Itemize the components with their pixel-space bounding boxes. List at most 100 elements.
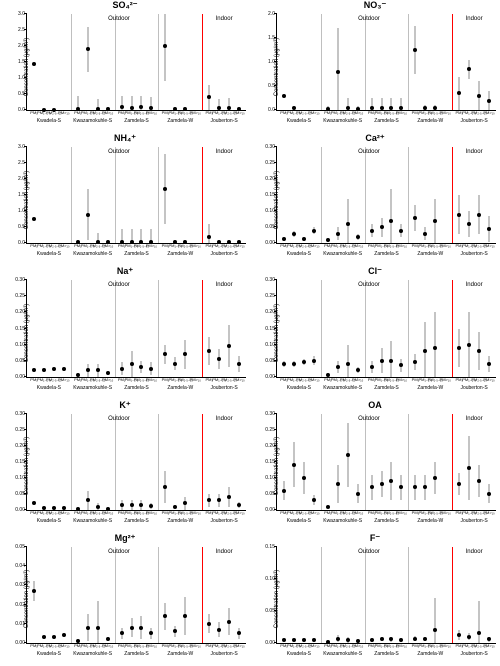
data-point [282, 94, 286, 98]
panel-nh4: NH₄⁺Concentration (µg/m³)0.00.51.01.52.0… [0, 133, 250, 266]
site-separator [158, 547, 159, 643]
error-bar [435, 598, 436, 643]
indoor-label: Indoor [466, 282, 483, 288]
data-point [183, 501, 187, 505]
outdoor-label: Outdoor [358, 16, 380, 22]
x-tick-label: PM>₁₀ [352, 244, 363, 248]
data-point [237, 631, 241, 635]
data-point [302, 237, 306, 241]
outdoor-label: Outdoor [108, 416, 130, 422]
y-tick: 0.00 [15, 507, 27, 513]
site-label: Zamdela-W [417, 251, 443, 257]
data-point [52, 367, 56, 371]
data-point [336, 70, 340, 74]
data-point [130, 106, 134, 110]
x-tick-label: PM>₁₀ [102, 644, 113, 648]
site-separator [71, 147, 72, 243]
panel-cl: Cl⁻Concentration (µg/m³)0.000.050.100.15… [250, 266, 500, 399]
site-separator [408, 547, 409, 643]
data-point [106, 637, 110, 641]
plot-area: 0.00.51.01.52.02.53.0OutdoorIndoorPM₁PM₁… [26, 14, 246, 111]
site-label: Zamdela-W [167, 118, 193, 124]
y-tick: 0.00 [265, 507, 277, 513]
data-point [163, 44, 167, 48]
data-point [227, 106, 231, 110]
x-tick-label: PM>₁₀ [233, 644, 244, 648]
panel-no3: NO₃⁻Concentration (µg/m³)0.00.51.01.52.0… [250, 0, 500, 133]
data-point [149, 631, 153, 635]
y-tick: 0.20 [265, 176, 277, 182]
site-label: Kwadela-S [37, 518, 61, 524]
data-point [282, 362, 286, 366]
data-point [336, 482, 340, 486]
site-label: Zamdela-S [124, 518, 148, 524]
data-point [346, 362, 350, 366]
site-label: Kwazamokuhle-S [323, 118, 362, 124]
data-point [346, 222, 350, 226]
data-point [120, 503, 124, 507]
data-point [207, 498, 211, 502]
y-tick: 0.5 [268, 83, 277, 89]
y-tick: 1.0 [18, 208, 27, 214]
y-tick: 0.05 [265, 491, 277, 497]
data-point [467, 222, 471, 226]
panel-f: F⁻Concentration (µg/m³)0.000.050.100.15O… [250, 533, 500, 666]
site-label: Jouberton-S [210, 118, 237, 124]
data-point [399, 638, 403, 642]
data-point [413, 216, 417, 220]
y-tick: 2.5 [18, 27, 27, 33]
y-tick: 0.02 [15, 602, 27, 608]
error-bar [347, 199, 348, 244]
x-tick-label: PM>₁₀ [396, 244, 407, 248]
x-tick-label: PM>₁₀ [58, 511, 69, 515]
site-label: Zamdela-W [417, 385, 443, 391]
panel-title: SO₄²⁻ [0, 0, 250, 11]
site-label: Jouberton-S [210, 251, 237, 257]
error-bar [347, 345, 348, 377]
y-tick: 0.5 [18, 224, 27, 230]
x-tick-label: PM>₁₀ [308, 644, 319, 648]
site-separator [365, 414, 366, 510]
x-tick-label: PM>₁₀ [483, 378, 494, 382]
plot-area: 0.000.010.020.030.040.05OutdoorIndoorPM₁… [26, 547, 246, 644]
y-tick: 0.25 [265, 160, 277, 166]
plot-area: 0.000.050.100.150.200.250.30OutdoorIndoo… [26, 414, 246, 511]
data-point [173, 362, 177, 366]
indoor-separator [452, 147, 453, 243]
site-label: Kwazamokuhle-S [73, 518, 112, 524]
site-separator [365, 547, 366, 643]
y-tick: 0.04 [15, 563, 27, 569]
data-point [467, 466, 471, 470]
outdoor-label: Outdoor [108, 549, 130, 555]
site-label: Kwadela-S [287, 651, 311, 657]
panel-title: Ca²⁺ [250, 133, 500, 144]
error-bar [97, 601, 98, 643]
plot-area: 0.000.050.100.150.200.250.30OutdoorIndoo… [26, 280, 246, 377]
y-tick: 1.0 [18, 75, 27, 81]
data-point [217, 357, 221, 361]
x-tick-label: PM>₁₀ [396, 378, 407, 382]
x-tick-label: PM>₁₀ [440, 111, 451, 115]
data-point [413, 637, 417, 641]
data-point [292, 362, 296, 366]
y-tick: 0.00 [15, 640, 27, 646]
data-point [477, 479, 481, 483]
site-label: Zamdela-S [124, 251, 148, 257]
site-label: Jouberton-S [460, 385, 487, 391]
indoor-label: Indoor [216, 416, 233, 422]
y-tick: 0.20 [15, 443, 27, 449]
data-point [139, 503, 143, 507]
y-tick: 0.10 [265, 208, 277, 214]
panel-title: K⁺ [0, 400, 250, 411]
data-point [173, 505, 177, 509]
data-point [173, 629, 177, 633]
chart-grid: SO₄²⁻Concentration (µg/m³)0.00.51.01.52.… [0, 0, 500, 666]
outdoor-label: Outdoor [358, 282, 380, 288]
data-point [356, 368, 360, 372]
site-label: Jouberton-S [460, 251, 487, 257]
panel-k: K⁺Concentration (µg/m³)0.000.050.100.150… [0, 400, 250, 533]
data-point [326, 505, 330, 509]
site-label: Zamdela-S [124, 118, 148, 124]
x-tick-label: PM>₁₀ [190, 511, 201, 515]
x-tick-label: PM>₁₀ [308, 378, 319, 382]
